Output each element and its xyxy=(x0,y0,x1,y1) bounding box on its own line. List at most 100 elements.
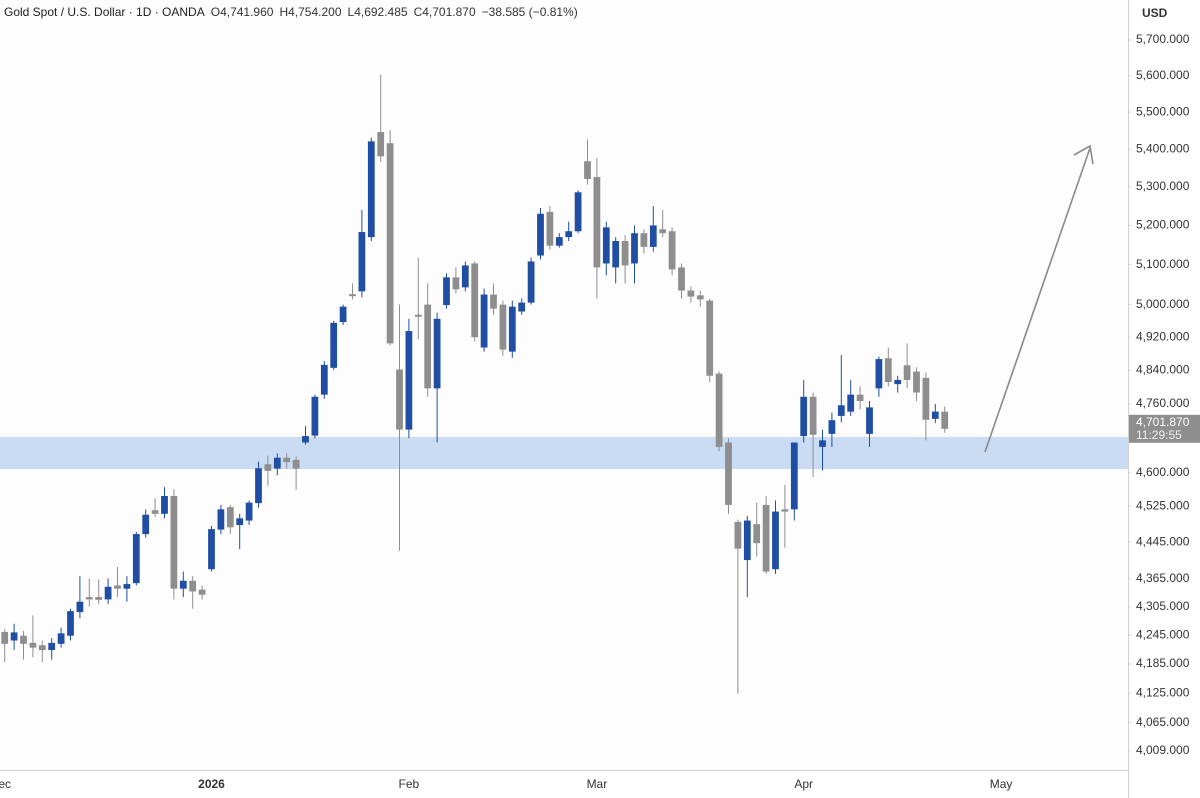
candle-body xyxy=(320,364,328,395)
candle-body xyxy=(800,396,808,437)
candle-body xyxy=(161,495,168,514)
candle-body xyxy=(678,267,685,291)
candle-body xyxy=(264,464,272,471)
candle-body xyxy=(217,509,225,530)
candle-body xyxy=(734,521,742,549)
candle-body xyxy=(518,302,526,312)
candle-body xyxy=(311,396,319,436)
candle-body xyxy=(772,511,779,570)
candle-body xyxy=(602,227,610,264)
candle-body xyxy=(659,229,667,234)
candle-body xyxy=(38,645,46,651)
header-value: C4,701.870 xyxy=(414,5,476,19)
x-tick-label: May xyxy=(990,777,1013,791)
candle-body xyxy=(170,495,178,589)
y-tick-label: 4,600.000 xyxy=(1136,465,1190,479)
candle-body xyxy=(132,534,140,584)
x-tick-label: Apr xyxy=(794,777,813,791)
candle-body xyxy=(941,411,949,429)
candle-body xyxy=(179,580,187,589)
candle-body xyxy=(198,589,206,595)
candle-body xyxy=(696,295,704,300)
candle-body xyxy=(668,231,676,270)
candle-body xyxy=(443,277,450,306)
candle-body xyxy=(809,396,817,435)
y-tick-label: 5,300.000 xyxy=(1136,179,1190,193)
candle-body xyxy=(10,632,18,641)
candle-body xyxy=(414,314,422,317)
y-tick-label: 5,600.000 xyxy=(1136,68,1190,82)
candle-body xyxy=(151,510,159,514)
candle-body xyxy=(743,520,751,561)
candle-body xyxy=(781,509,789,512)
y-tick-label: 4,445.000 xyxy=(1136,534,1190,548)
arrow-head xyxy=(1073,144,1094,165)
candle-body xyxy=(236,518,244,526)
candle-body xyxy=(67,611,74,636)
y-tick-label: 5,100.000 xyxy=(1136,257,1190,271)
candle-body xyxy=(208,529,215,570)
header-change: −38.585 (−0.81%) xyxy=(482,5,578,19)
candle-body xyxy=(471,263,479,338)
candle-body xyxy=(273,457,281,469)
price-zone xyxy=(0,436,1128,470)
candle-body xyxy=(396,369,403,430)
candle-body xyxy=(114,585,121,589)
candle-body xyxy=(649,225,657,247)
candle-body xyxy=(715,373,723,447)
candle-body xyxy=(621,241,629,266)
header: Gold Spot / U.S. Dollar · 1D · OANDA O4,7… xyxy=(4,5,578,19)
y-tick-label: 4,920.000 xyxy=(1136,329,1190,343)
countdown-label: 11:29:55 xyxy=(1136,428,1182,442)
candle-body xyxy=(245,502,253,521)
candle-body xyxy=(29,642,37,648)
arrow xyxy=(984,144,1094,453)
candle-body xyxy=(574,192,582,232)
candles-layer xyxy=(1,74,949,694)
candle-body xyxy=(584,161,591,179)
candle-body xyxy=(725,442,732,505)
time-axis-bg xyxy=(0,771,1128,798)
chart-title: Gold Spot / U.S. Dollar · 1D · OANDA xyxy=(4,5,205,19)
candle-body xyxy=(837,405,845,416)
y-tick-label: 4,125.000 xyxy=(1136,685,1190,699)
y-tick-label: 4,065.000 xyxy=(1136,715,1190,729)
price-axis-bg xyxy=(1129,0,1200,798)
candle-body xyxy=(631,233,638,264)
candle-body xyxy=(76,601,84,613)
candle-body xyxy=(508,306,516,352)
candle-body xyxy=(123,584,131,589)
candle-body xyxy=(884,358,892,383)
candle-body xyxy=(48,642,56,651)
zone-layer xyxy=(0,436,1128,470)
y-tick-label: 4,009.000 xyxy=(1136,743,1190,757)
x-tick-label: 2026 xyxy=(198,777,225,791)
candle-body xyxy=(358,232,366,292)
axes-layer: 5,700.000 5,600.000 5,500.000 5,400.000 5,30… xyxy=(0,32,1200,791)
header-value: O4,741.960 xyxy=(211,5,274,19)
x-tick-label: Feb xyxy=(399,777,420,791)
candle-body xyxy=(302,436,309,443)
candle-body xyxy=(1,631,9,644)
y-tick-label: 5,500.000 xyxy=(1136,104,1190,118)
candle-body xyxy=(537,213,544,256)
candle-body xyxy=(405,331,413,430)
candle-body xyxy=(104,586,112,600)
candle-body xyxy=(490,294,497,309)
candle-body xyxy=(330,322,338,368)
last-price-box xyxy=(1129,414,1200,443)
candle-body xyxy=(706,300,714,376)
candle-body xyxy=(866,407,873,434)
candle-body xyxy=(753,524,761,544)
candle-body xyxy=(790,442,798,510)
y-tick-label: 4,185.000 xyxy=(1136,656,1190,670)
plot-area xyxy=(0,0,1128,770)
candle-body xyxy=(480,294,488,348)
candle-body xyxy=(226,507,234,528)
candle-body xyxy=(593,177,601,268)
candle-body xyxy=(828,420,836,434)
header-value: L4,692.485 xyxy=(348,5,408,19)
x-tick-label: Mar xyxy=(587,777,608,791)
y-tick-label: 5,200.000 xyxy=(1136,218,1190,232)
